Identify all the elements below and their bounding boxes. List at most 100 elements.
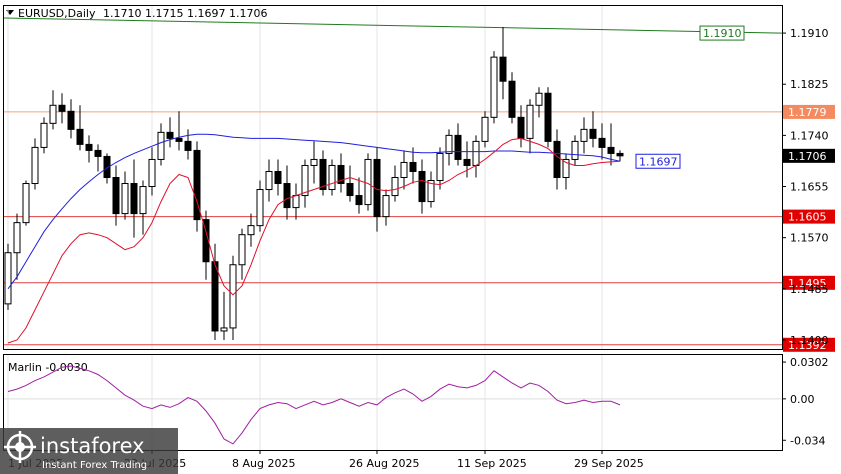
bull-candle: [481, 116, 489, 142]
bear-candle: [463, 158, 471, 166]
bear-candle: [202, 219, 210, 263]
bear-candle: [418, 170, 426, 203]
level-tag-label: 1.1779: [788, 106, 827, 119]
bull-candle: [445, 134, 453, 154]
bull-candle: [49, 104, 57, 124]
y-tick-label: 1.1910: [790, 27, 829, 40]
green-trendline: [3, 17, 783, 34]
bear-candle: [499, 56, 507, 82]
bear-candle: [508, 80, 516, 118]
bear-candle: [319, 158, 327, 191]
indicator-label: Marlin -0.0030: [8, 361, 88, 374]
bear-candle: [283, 183, 291, 209]
candles: [4, 27, 624, 340]
price-tags: 1.1706 1.1910 1.1697: [635, 25, 835, 169]
instaforex-logo-icon: [4, 431, 36, 463]
bull-candle: [427, 180, 435, 203]
level-tag: [783, 104, 835, 119]
bull-candle: [535, 92, 543, 106]
bear-candle: [607, 146, 615, 154]
bear-candle: [166, 131, 174, 139]
red-moving-average: [7, 137, 621, 344]
instaforex-watermark: instaforex Instant Forex Trading: [0, 428, 178, 474]
bear-candle: [67, 110, 75, 130]
trendline-price-tag: [699, 25, 745, 41]
bull-candle: [256, 189, 264, 227]
main-header: EURUSD,Daily 1.1710 1.1715 1.1697 1.1706: [6, 7, 267, 20]
bull-candle: [562, 158, 570, 179]
bull-candle: [571, 140, 579, 160]
level-tag: [783, 337, 835, 352]
y-tick-label: 1.1485: [790, 283, 829, 296]
ind-tick-label: 0.0302: [790, 356, 829, 369]
bull-candle: [436, 152, 444, 182]
ma-price-label: 1.1697: [639, 155, 678, 168]
trendline-price-label: 1.1910: [703, 27, 742, 40]
level-tag-label: 1.1605: [788, 211, 827, 224]
watermark-tagline: Instant Forex Trading: [42, 460, 147, 471]
bull-candle: [580, 128, 588, 142]
bear-candle: [274, 170, 282, 185]
bull-candle: [490, 56, 498, 118]
bear-candle: [337, 164, 345, 185]
bull-candle: [22, 183, 30, 224]
bear-candle: [355, 195, 363, 206]
y-tick-label: 1.1655: [790, 181, 829, 194]
blue-moving-average: [7, 133, 621, 290]
indicator-axis: 0.0302 0.00 -0.034: [782, 356, 829, 447]
x-tick-label: 11 Sep 2025: [457, 457, 527, 470]
symbol-label: EURUSD,Daily: [18, 7, 96, 20]
bear-candle: [94, 149, 102, 157]
bull-candle: [265, 170, 273, 191]
bear-candle: [76, 128, 84, 145]
bear-candle: [130, 183, 138, 215]
level-tag: [783, 275, 835, 290]
watermark-brand: instaforex: [40, 434, 145, 458]
ohlc-label: 1.1710 1.1715 1.1697 1.1706: [103, 7, 267, 20]
bull-candle: [364, 158, 372, 206]
bull-candle: [157, 131, 165, 160]
bear-candle: [85, 143, 93, 151]
bear-candle: [616, 152, 624, 157]
level-tag: [783, 209, 835, 224]
trend-line: [3, 17, 783, 34]
ind-tick-label: 0.00: [790, 393, 815, 406]
marlin-line: [7, 365, 621, 445]
ind-tick-label: -0.034: [790, 434, 825, 447]
marlin-indicator: [4, 365, 782, 445]
bull-candle: [526, 104, 534, 139]
bull-candle: [391, 177, 399, 197]
moving-averages: [7, 133, 621, 344]
bear-candle: [517, 116, 525, 139]
bear-candle: [58, 104, 66, 112]
y-tick-label: 1.1825: [790, 78, 829, 91]
bear-candle: [112, 177, 120, 215]
bull-candle: [13, 222, 21, 254]
bull-candle: [139, 186, 147, 215]
bear-candle: [211, 261, 219, 332]
bear-candle: [598, 137, 606, 148]
bull-candle: [328, 164, 336, 191]
bear-candle: [346, 183, 354, 197]
y-tick-label: 1.1400: [790, 334, 829, 347]
current-price-label: 1.1706: [788, 150, 827, 163]
bull-candle: [229, 264, 237, 329]
y-tick-label: 1.1570: [790, 232, 829, 245]
x-tick-label: 8 Aug 2025: [232, 457, 295, 470]
bull-candle: [220, 327, 228, 332]
current-price-tag: [783, 148, 835, 163]
bear-candle: [103, 155, 111, 179]
x-tick-label: 29 Sep 2025: [574, 457, 644, 470]
y-tick-label: 1.1740: [790, 129, 829, 142]
level-tag-label: 1.1495: [788, 277, 827, 290]
bull-candle: [4, 252, 12, 305]
bull-candle: [382, 195, 390, 218]
bear-candle: [175, 137, 183, 142]
bull-candle: [400, 161, 408, 179]
price-axis: 1.19101.18251.17401.16551.15701.14851.14…: [782, 27, 829, 347]
bull-candle: [121, 183, 129, 215]
level-tag-label: 1.1392: [788, 339, 827, 352]
bear-candle: [184, 140, 192, 151]
bull-candle: [472, 140, 480, 166]
